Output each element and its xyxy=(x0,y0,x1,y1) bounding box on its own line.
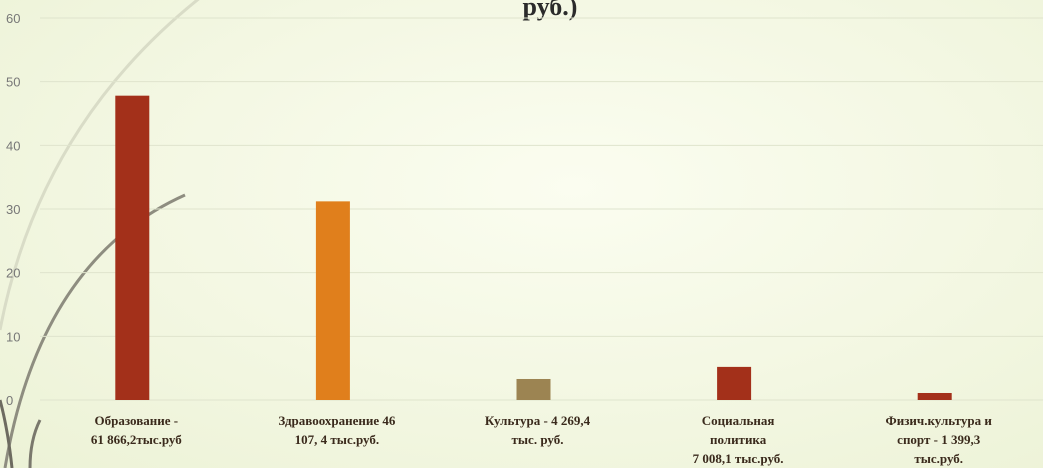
x-category-label: Физич.культура и спорт - 1 399,3 тыс.руб. xyxy=(886,413,993,466)
x-category-label: Здравоохранение 46 107, 4 тыс.руб. xyxy=(278,413,395,447)
bar xyxy=(717,366,752,400)
y-tick-label: 0 xyxy=(6,393,13,408)
x-category-label: Образование -61 866,2тыс.руб xyxy=(91,413,182,447)
bar xyxy=(315,201,350,400)
y-tick-label: 20 xyxy=(6,266,20,281)
x-category-label: Социальная политика 7 008,1 тыс.руб. xyxy=(693,413,784,466)
y-tick-label: 10 xyxy=(6,329,20,344)
x-category-label: Культура - 4 269,4 тыс. руб. xyxy=(485,413,591,447)
y-tick-label: 50 xyxy=(6,75,20,90)
decorative-curves xyxy=(0,0,200,468)
bar xyxy=(516,378,551,400)
y-tick-label: 30 xyxy=(6,202,20,217)
y-tick-label: 60 xyxy=(6,11,20,26)
y-tick-label: 40 xyxy=(6,138,20,153)
bar xyxy=(115,95,150,400)
bar xyxy=(917,392,952,400)
chart-title: руб.) xyxy=(522,0,578,21)
